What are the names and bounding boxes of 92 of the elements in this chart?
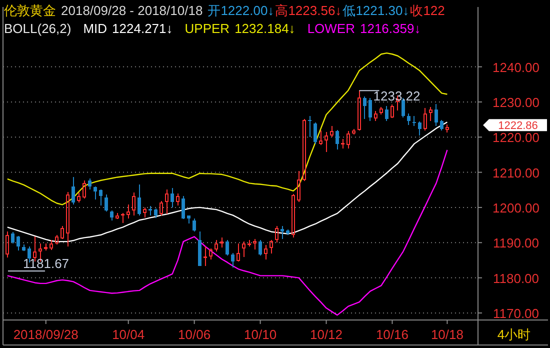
candlestick [275, 226, 278, 243]
candlestick [94, 187, 98, 200]
candlestick [6, 230, 10, 258]
line-series [6, 122, 448, 242]
candlestick [110, 210, 114, 221]
x-tick-label: 10/10 [244, 327, 277, 342]
candlestick [22, 244, 26, 250]
annotation: 1216.359↓ [360, 21, 421, 36]
candlestick [346, 130, 350, 149]
y-tick-label: 1220.00 [492, 130, 540, 146]
candlestick [60, 226, 64, 238]
candlestick [429, 106, 432, 122]
line-series [6, 149, 448, 316]
annotation: 1181.67 [23, 256, 70, 271]
y-tick-label: 1170.00 [492, 306, 540, 321]
candlestick [270, 240, 273, 254]
annotation: 高1223.56↓ [275, 3, 342, 18]
y-tick-label: 1190.00 [492, 236, 540, 251]
y-tick-label: 1210.00 [492, 165, 540, 180]
candlestick [72, 176, 76, 205]
candlestick [385, 106, 388, 122]
candlestick [220, 237, 224, 248]
candlestick [336, 130, 339, 150]
candlestick [292, 194, 295, 238]
annotation: 开1222.00↓ [208, 3, 274, 18]
candlestick [214, 240, 218, 252]
candlestick [324, 132, 328, 152]
y-tick-label: 1180.00 [492, 270, 540, 286]
candlestick [126, 204, 130, 219]
candlestick [358, 90, 361, 130]
legend-title: BOLL(26,2) [4, 21, 72, 36]
candlestick [264, 244, 268, 260]
candlestick [170, 187, 174, 208]
annotation: 1232.184↓ [234, 21, 296, 36]
candlestick [308, 116, 312, 138]
candlestick [176, 192, 180, 206]
x-tick-label: 10/04 [112, 327, 145, 342]
line-series [6, 52, 448, 206]
annotation: 低1221.30↓ [342, 3, 410, 18]
text: MID [83, 21, 108, 36]
chart-title: 伦敦黄金 [4, 3, 56, 18]
candlestick [11, 232, 15, 244]
y-tick-label: 1200.00 [492, 200, 540, 216]
x-tick-label: 10/18 [430, 327, 464, 342]
x-tick-label: 10/12 [310, 327, 343, 342]
candlestick [253, 238, 256, 250]
candlestick [418, 122, 422, 136]
x-tick-label: 10/16 [376, 327, 409, 342]
annotation: 1224.271↓ [112, 21, 173, 36]
candlestick [88, 178, 92, 190]
candlestick [258, 240, 262, 255]
x-tick-label: 10/06 [178, 327, 211, 342]
candlestick [148, 206, 152, 216]
candlestick [302, 118, 306, 182]
chart-subtitle: 2018/09/28 - 2018/10/18 [61, 3, 203, 18]
candlestick [165, 189, 169, 215]
candlestick [412, 116, 416, 126]
text: 1222.86 [498, 120, 538, 132]
annotation: 1233.22 [373, 88, 420, 104]
candlestick [314, 122, 317, 144]
annotation: 收122 [410, 3, 445, 18]
candlestick [446, 124, 449, 134]
candlestick [242, 241, 246, 258]
candlestick [280, 226, 284, 240]
text: LOWER [307, 21, 355, 36]
candlestick [204, 246, 208, 267]
candlestick [132, 192, 136, 216]
candlestick [434, 104, 438, 126]
candlestick [182, 196, 186, 218]
candlestick [368, 98, 372, 122]
candlestick [236, 242, 240, 261]
candlestick [440, 120, 444, 131]
candlestick [154, 208, 158, 219]
x-tick-label: 2018/09/28 [13, 327, 78, 342]
candlestick [82, 180, 86, 200]
candlestick [407, 113, 410, 126]
candlestick [380, 106, 383, 115]
candlestick [424, 107, 427, 131]
candlestick [138, 184, 142, 216]
candlestick [319, 130, 322, 146]
candlestick [16, 236, 20, 252]
y-tick-label: 1240.00 [492, 60, 540, 75]
text: UPPER [184, 21, 230, 36]
candlestick [66, 191, 70, 247]
candlestick [55, 234, 59, 245]
candlestick [226, 240, 230, 255]
candlestick [374, 110, 378, 122]
candlestick [116, 212, 120, 218]
y-tick-label: 1230.00 [492, 94, 540, 110]
candlestick [341, 138, 344, 149]
candlestick [104, 194, 108, 212]
text: 4小时 [497, 327, 531, 342]
